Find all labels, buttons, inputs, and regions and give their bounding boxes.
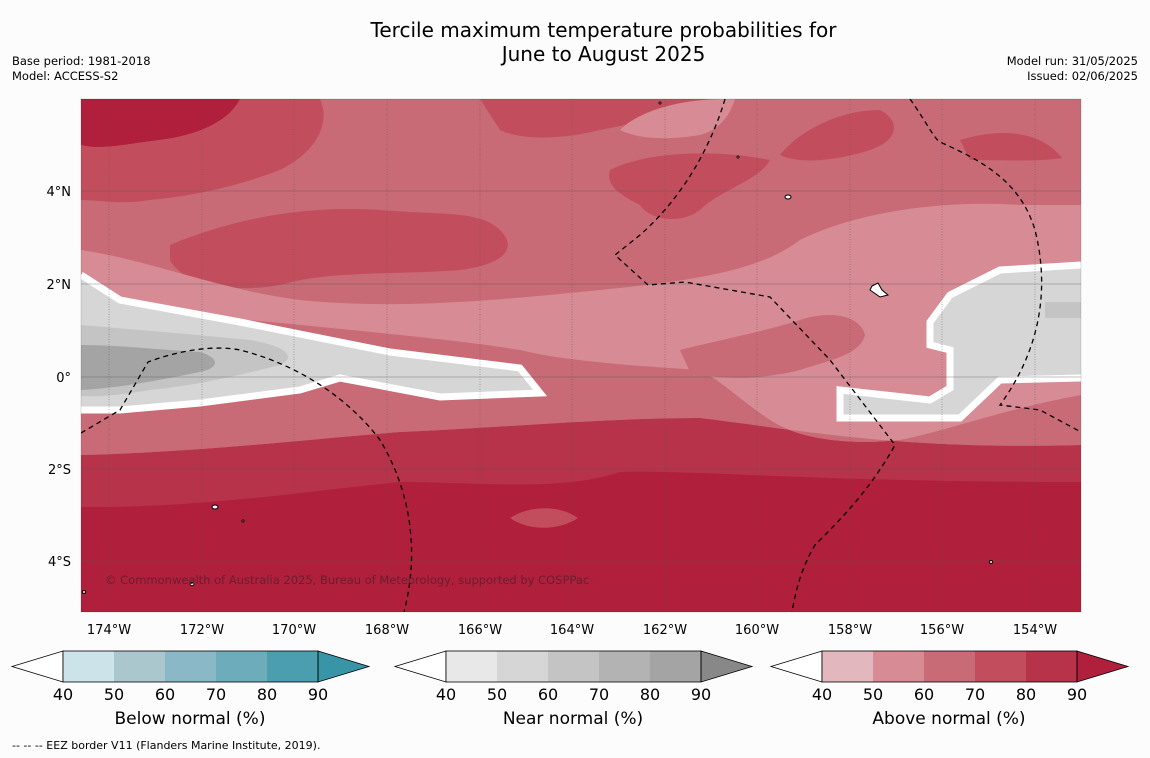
colorbar-tick: 70 bbox=[206, 685, 226, 704]
colorbar-segment bbox=[446, 651, 497, 682]
issued-date: Issued: 02/06/2025 bbox=[1027, 69, 1138, 83]
colorbar-tick: 40 bbox=[436, 685, 456, 704]
lat-label: 0° bbox=[56, 371, 71, 386]
colorbar-segment bbox=[599, 651, 650, 682]
colorbar-max-extend bbox=[700, 650, 754, 683]
colorbar-tick: 40 bbox=[53, 685, 73, 704]
lon-label: 162°W bbox=[643, 623, 687, 638]
colorbar-segment bbox=[650, 651, 701, 682]
colorbar-tick: 80 bbox=[1016, 685, 1036, 704]
colorbar-above: 40 50 60 70 80 90 bbox=[769, 650, 1130, 704]
colorbar-tick: 40 bbox=[812, 685, 832, 704]
lon-label: 172°W bbox=[180, 623, 224, 638]
copyright-text: © Commonwealth of Australia 2025, Bureau… bbox=[105, 573, 589, 587]
lon-label: 170°W bbox=[272, 623, 316, 638]
colorbar-segment bbox=[497, 651, 548, 682]
colorbar-segment bbox=[63, 651, 114, 682]
base-period: Base period: 1981-2018 bbox=[12, 54, 151, 68]
lon-label: 154°W bbox=[1013, 623, 1057, 638]
colorbar-tick: 70 bbox=[965, 685, 985, 704]
lon-label: 160°W bbox=[735, 623, 779, 638]
lon-axis: 174°W 172°W 170°W 168°W 166°W 164°W 162°… bbox=[87, 623, 1057, 638]
lat-label: 4°S bbox=[48, 555, 71, 570]
colorbar-tick: 90 bbox=[308, 685, 328, 704]
lon-label: 164°W bbox=[550, 623, 594, 638]
meta-left: Base period: 1981-2018 Model: ACCESS-S2 bbox=[12, 54, 151, 84]
map-title-line1: Tercile maximum temperature probabilitie… bbox=[370, 18, 837, 42]
colorbar-max-extend bbox=[1076, 650, 1130, 683]
colorbar-segment bbox=[216, 651, 267, 682]
colorbar-tick: 50 bbox=[104, 685, 124, 704]
lat-axis: 4°N 2°N 0° 2°S 4°S bbox=[47, 185, 72, 570]
model-run: Model run: 31/05/2025 bbox=[1006, 54, 1138, 68]
colorbar-segment bbox=[924, 651, 975, 682]
lon-label: 156°W bbox=[920, 623, 964, 638]
colorbar-tick: 70 bbox=[589, 685, 609, 704]
colorbar-segment bbox=[548, 651, 599, 682]
lat-label: 2°S bbox=[48, 463, 71, 478]
colorbar-tick: 90 bbox=[691, 685, 711, 704]
colorbar-title-near: Near normal (%) bbox=[502, 709, 644, 729]
colorbar-below: 40 50 60 70 80 90 bbox=[10, 650, 371, 704]
colorbar-min-extend bbox=[393, 650, 447, 683]
colorbar-segment bbox=[975, 651, 1026, 682]
map-title-line2: June to August 2025 bbox=[501, 42, 706, 66]
model-name: Model: ACCESS-S2 bbox=[12, 69, 119, 83]
colorbar-tick: 50 bbox=[863, 685, 883, 704]
colorbar-outline bbox=[62, 650, 319, 683]
eez-borders bbox=[81, 99, 1081, 612]
colorbar-tick: 80 bbox=[257, 685, 277, 704]
probability-field bbox=[81, 99, 1081, 612]
colorbar-tick: 90 bbox=[1067, 685, 1087, 704]
colorbar-segment bbox=[165, 651, 216, 682]
lon-label: 166°W bbox=[458, 623, 502, 638]
footer-note: -- -- -- EEZ border V11 (Flanders Marine… bbox=[12, 739, 321, 752]
colorbar-min-extend bbox=[10, 650, 64, 683]
islands bbox=[82, 101, 993, 594]
colorbar-tick: 50 bbox=[487, 685, 507, 704]
colorbar-tick: 60 bbox=[155, 685, 175, 704]
lon-label: 158°W bbox=[828, 623, 872, 638]
lon-label: 168°W bbox=[365, 623, 409, 638]
meta-right: Model run: 31/05/2025 Issued: 02/06/2025 bbox=[1007, 54, 1138, 84]
colorbar-min-extend bbox=[769, 650, 823, 683]
colorbar-segment bbox=[114, 651, 165, 682]
colorbar-max-extend bbox=[317, 650, 371, 683]
map-title: Tercile maximum temperature probabilitie… bbox=[0, 18, 1150, 66]
colorbar-segment bbox=[822, 651, 873, 682]
colorbar-tick: 80 bbox=[640, 685, 660, 704]
lat-label: 2°N bbox=[47, 278, 72, 293]
colorbar-segment bbox=[1026, 651, 1077, 682]
colorbar-tick: 60 bbox=[538, 685, 558, 704]
colorbar-outline bbox=[445, 650, 702, 683]
lon-label: 174°W bbox=[87, 623, 131, 638]
colorbar-outline bbox=[821, 650, 1078, 683]
lat-label: 4°N bbox=[47, 185, 72, 200]
colorbar-near: 40 50 60 70 80 90 bbox=[393, 650, 754, 704]
colorbar-title-above: Above normal (%) bbox=[872, 709, 1026, 729]
colorbar-tick: 60 bbox=[914, 685, 934, 704]
colorbar-segment bbox=[267, 651, 318, 682]
colorbar-segment bbox=[873, 651, 924, 682]
colorbar-group: 40 50 60 70 80 90 40 50 60 70 80 90 40 50 60 70 80 90 bbox=[10, 650, 1130, 704]
colorbar-title-below: Below normal (%) bbox=[114, 709, 266, 729]
